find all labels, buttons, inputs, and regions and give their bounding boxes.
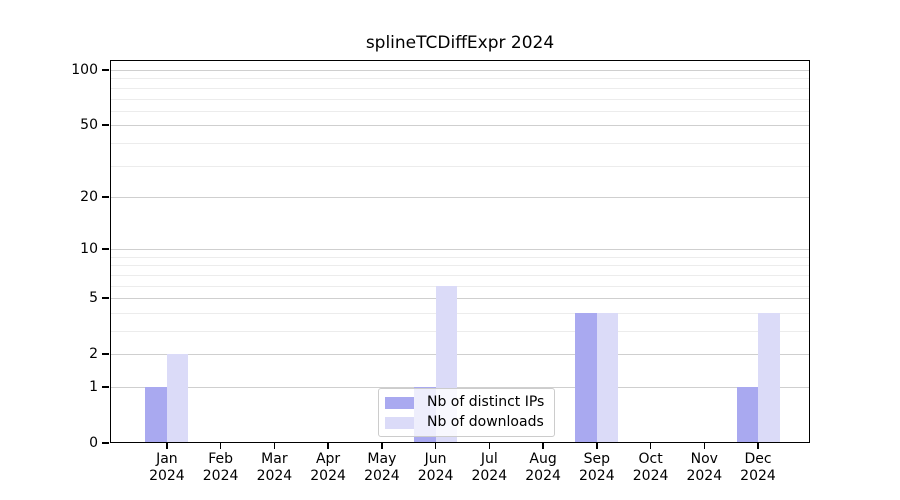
legend-swatch-distinct-ips [385,396,414,409]
y-tick-20 [102,196,109,198]
y-tick-label-100: 100 [71,62,98,78]
gridline-major-20 [110,196,810,198]
bar-downloads-sep [596,312,619,443]
gridline-minor-7 [110,274,810,276]
y-tick-label-2: 2 [89,346,98,363]
x-tick-aug [542,443,544,449]
bar-downloads-jan [166,354,189,443]
legend-swatch-downloads [385,416,414,429]
legend-item-distinct-ips: Nb of distinct IPs [385,395,544,410]
x-tick-label-apr: Apr 2024 [310,451,346,484]
x-tick-label-aug: Aug 2024 [525,451,561,484]
x-tick-mar [273,443,276,449]
legend-label-downloads: Nb of downloads [427,414,544,430]
y-tick-50 [102,124,109,126]
x-tick-nov [703,443,706,449]
gridline-minor-30 [110,165,810,167]
x-tick-apr [327,443,329,449]
gridline-major-10 [110,249,810,251]
x-tick-jan [166,443,168,449]
gridline-major-5 [110,298,810,300]
gridline-minor-90 [110,78,810,80]
bar-distinct-ips-dec [736,387,758,443]
x-tick-label-jul: Jul 2024 [471,451,508,484]
gridline-major-2 [110,354,810,356]
legend: Nb of distinct IPs Nb of downloads [378,388,556,437]
gridline-minor-8 [110,265,810,267]
y-tick-label-10: 10 [80,241,98,258]
x-tick-label-nov: Nov 2024 [686,451,723,484]
x-tick-label-oct: Oct 2024 [632,451,669,484]
gridline-minor-70 [110,98,810,100]
y-tick-10 [102,248,109,250]
x-tick-dec [757,443,759,449]
gridline-major-50 [110,125,810,127]
chart-title: splineTCDiffExpr 2024 [365,33,555,53]
y-tick-label-20: 20 [80,188,98,205]
bar-downloads-dec [758,312,780,443]
gridline-major-100 [110,70,810,71]
gridline-minor-6 [110,285,810,287]
x-tick-label-jun: Jun 2024 [417,451,454,484]
x-tick-label-may: May 2024 [364,451,400,484]
y-tick-5 [102,297,109,299]
x-tick-jul [488,443,491,449]
x-tick-feb [219,443,222,449]
gridline-minor-80 [110,87,810,89]
y-tick-label-1: 1 [89,379,98,395]
y-tick-label-5: 5 [89,290,98,307]
x-tick-label-sep: Sep 2024 [578,451,615,484]
gridline-minor-4 [110,312,810,314]
gridline-minor-3 [110,331,810,332]
y-tick-1 [102,386,109,388]
bar-distinct-ips-jan [145,387,167,443]
x-tick-label-feb: Feb 2024 [202,451,239,484]
legend-item-downloads: Nb of downloads [385,415,544,430]
x-tick-label-jan: Jan 2024 [149,451,185,484]
y-tick-100 [102,69,109,71]
x-tick-label-mar: Mar 2024 [256,451,293,484]
gridline-major-1 [110,387,810,388]
x-tick-may [381,443,383,449]
y-tick-label-0: 0 [89,435,98,451]
gridline-minor-60 [110,110,810,112]
bar-distinct-ips-sep [575,312,597,443]
x-tick-oct [649,443,652,449]
gridline-minor-40 [110,142,810,144]
x-tick-jun [434,443,437,449]
plot-area [110,60,810,443]
y-tick-2 [102,353,109,355]
gridline-minor-9 [110,256,810,258]
x-tick-label-dec: Dec 2024 [740,451,776,484]
y-tick-label-50: 50 [80,117,98,134]
x-tick-sep [596,443,598,449]
y-tick-0 [102,442,109,444]
legend-label-distinct-ips: Nb of distinct IPs [427,394,545,410]
